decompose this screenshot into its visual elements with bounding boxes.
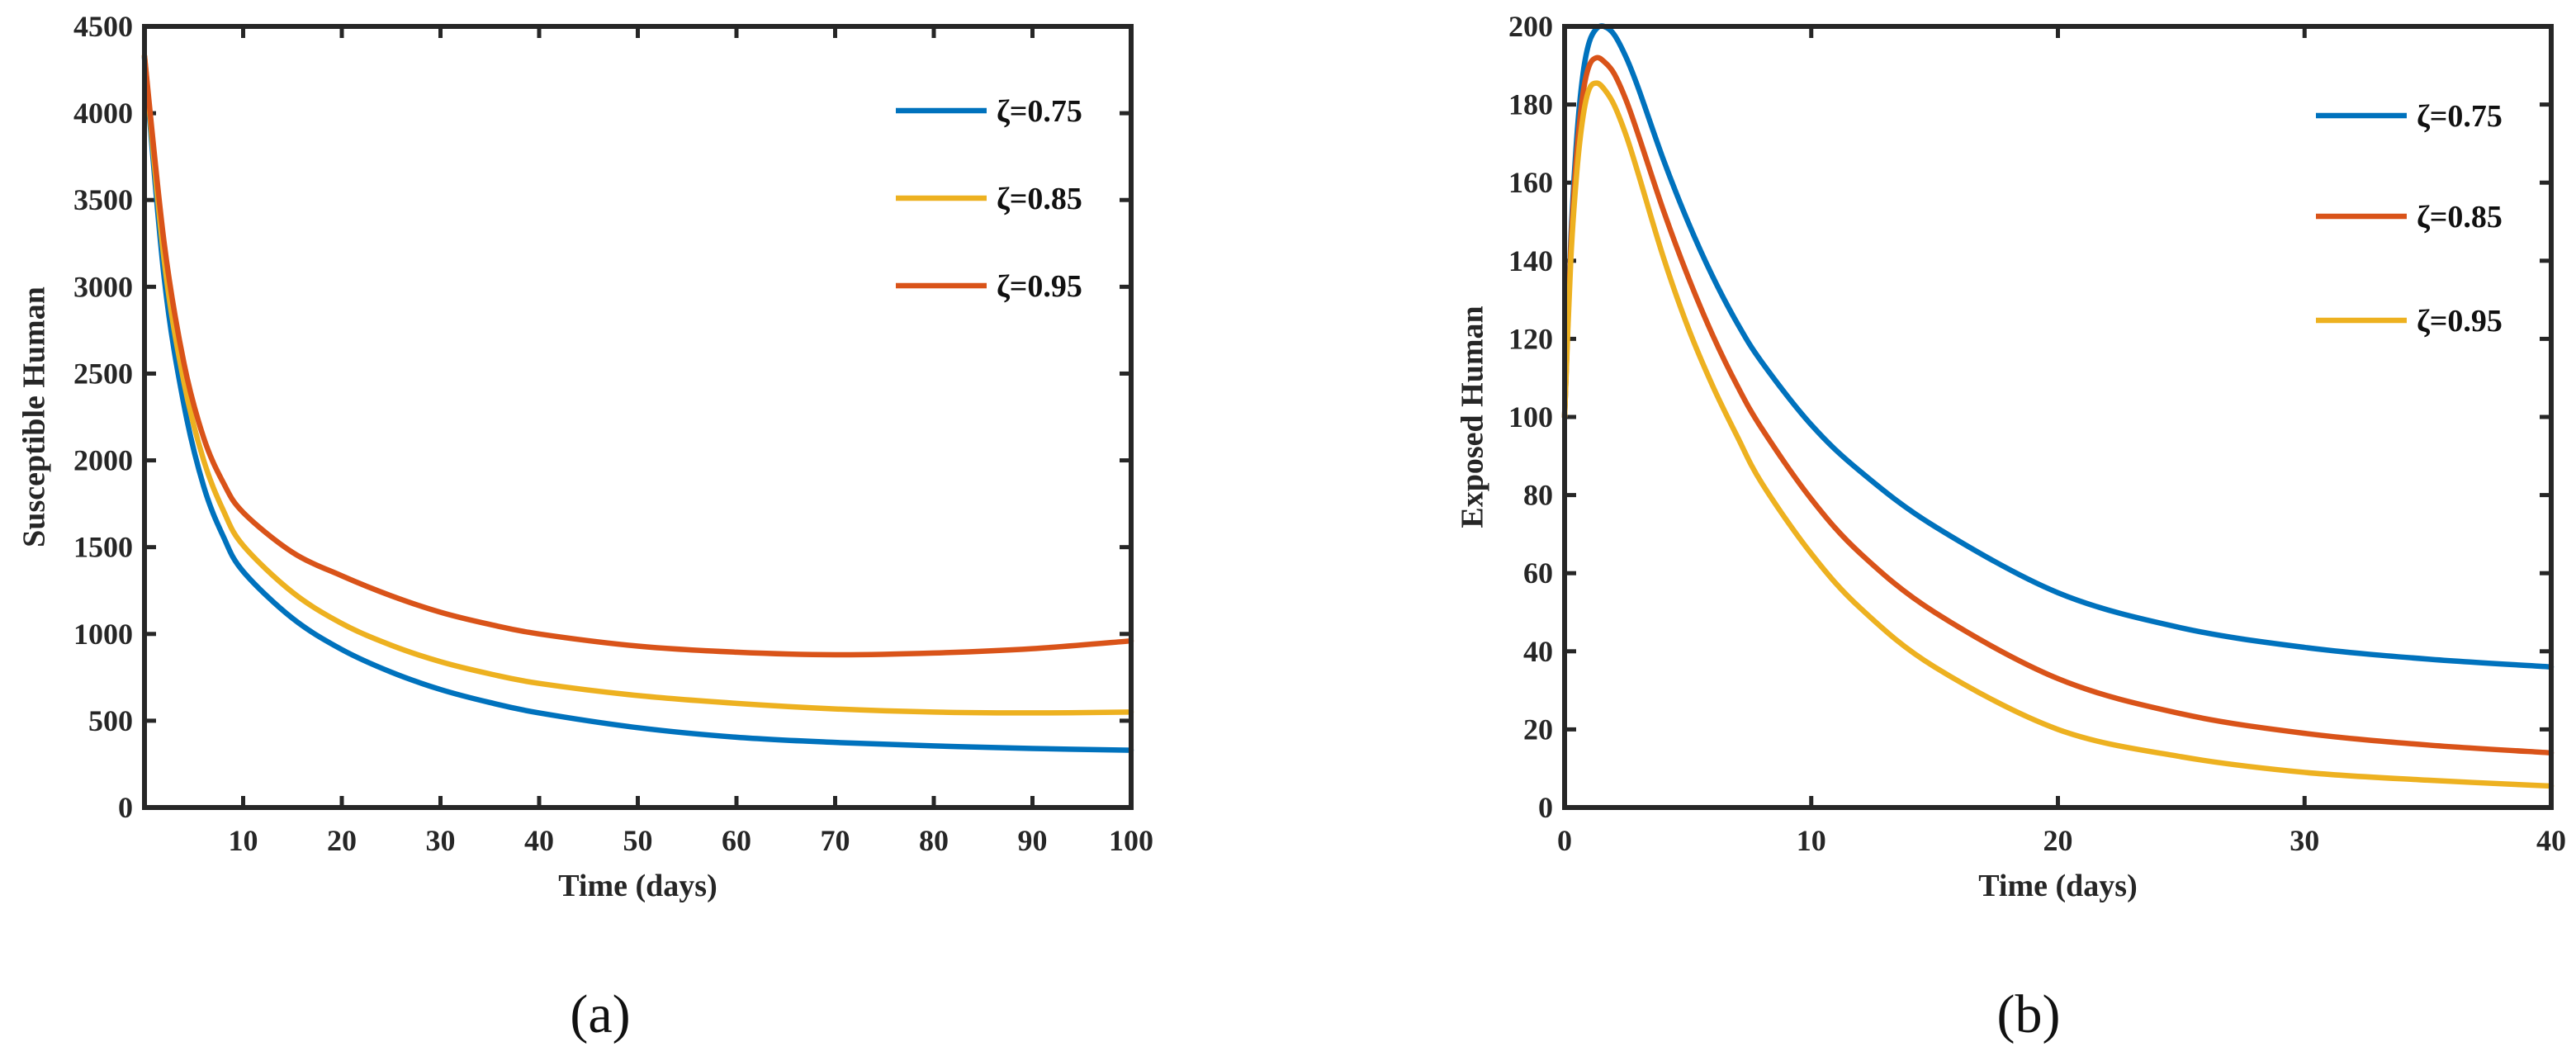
- panel-b-series-lines: [1561, 23, 2555, 789]
- panel-a-y-axis-title: Susceptible Human: [17, 287, 51, 547]
- panel-a-axes-box: [142, 24, 1134, 810]
- y-tick-label: 500: [88, 704, 133, 737]
- panel-b-axes-box: [1562, 24, 2554, 810]
- x-tick-label: 10: [229, 824, 258, 857]
- y-tick-label: 120: [1508, 322, 1553, 355]
- panel-b-y-tick-labels: 0 20 40 60 80 100 120 140 160 180 200: [1508, 10, 1553, 824]
- x-tick-label: 0: [1557, 824, 1572, 857]
- legend-label: ζ=0.85: [2417, 200, 2503, 234]
- legend-label: ζ=0.75: [997, 94, 1082, 129]
- y-tick-label: 0: [1538, 791, 1553, 824]
- y-tick-label: 180: [1508, 88, 1553, 121]
- y-tick-label: 40: [1523, 635, 1553, 668]
- y-tick-label: 1500: [73, 531, 133, 564]
- y-tick-label: 80: [1523, 479, 1553, 512]
- y-tick-label: 140: [1508, 244, 1553, 277]
- x-tick-label: 10: [1797, 824, 1826, 857]
- y-tick-label: 4500: [73, 10, 133, 43]
- y-tick-label: 100: [1508, 400, 1553, 433]
- y-tick-label: 160: [1508, 166, 1553, 199]
- x-tick-label: 70: [821, 824, 850, 857]
- panel-b-chart: 0 20 40 60 80 100 120 140 160 180 200 0 10 20 30 40 ζ=…: [1455, 10, 2566, 1044]
- y-tick-label: 3000: [73, 270, 133, 303]
- legend-label: ζ=0.85: [997, 182, 1082, 216]
- panel-a-x-tick-labels: 10 20 30 40 50 60 70 80 90 100: [229, 824, 1154, 857]
- panel-a-chart: 0 500 1000 1500 2000 2500 3000 3500 4000 4500 10 2…: [17, 10, 1153, 1044]
- y-tick-label: 3500: [73, 183, 133, 216]
- x-tick-label: 50: [623, 824, 653, 857]
- x-tick-label: 90: [1018, 824, 1048, 857]
- x-tick-label: 40: [524, 824, 554, 857]
- y-tick-label: 4000: [73, 97, 133, 130]
- legend-label: ζ=0.75: [2417, 99, 2503, 134]
- panel-a-legend: ζ=0.75 ζ=0.85 ζ=0.95: [896, 94, 1082, 304]
- series-line: [1561, 54, 2555, 756]
- x-tick-label: 60: [722, 824, 751, 857]
- series-line: [1561, 23, 2555, 670]
- series-line: [141, 54, 1134, 753]
- x-tick-label: 20: [327, 824, 357, 857]
- legend-label: ζ=0.95: [997, 269, 1082, 304]
- series-line: [141, 53, 1134, 658]
- y-tick-label: 2500: [73, 357, 133, 390]
- y-tick-label: 1000: [73, 618, 133, 651]
- x-tick-label: 40: [2536, 824, 2566, 857]
- x-tick-label: 100: [1109, 824, 1153, 857]
- panel-a-series-lines: [141, 53, 1134, 753]
- series-line: [141, 53, 1134, 716]
- y-tick-label: 200: [1508, 10, 1553, 43]
- panel-a-y-tick-labels: 0 500 1000 1500 2000 2500 3000 3500 4000 4500: [73, 10, 133, 824]
- legend-label: ζ=0.95: [2417, 304, 2503, 339]
- y-tick-label: 2000: [73, 444, 133, 477]
- series-line: [1561, 80, 2555, 789]
- panel-a-x-axis-title: Time (days): [558, 869, 717, 903]
- panel-a-label: (a): [570, 984, 630, 1044]
- panel-b-legend: ζ=0.75 ζ=0.85 ζ=0.95: [2316, 99, 2503, 339]
- y-tick-label: 20: [1523, 713, 1553, 746]
- x-tick-label: 30: [2290, 824, 2319, 857]
- x-tick-label: 20: [2043, 824, 2073, 857]
- y-tick-label: 0: [118, 791, 133, 824]
- panel-b-y-axis-title: Exposed Human: [1455, 306, 1489, 528]
- x-tick-label: 30: [426, 824, 456, 857]
- panel-b-x-axis-title: Time (days): [1978, 869, 2137, 903]
- x-tick-label: 80: [919, 824, 949, 857]
- panel-b-label: (b): [1997, 984, 2061, 1044]
- y-tick-label: 60: [1523, 557, 1553, 590]
- panel-b-x-tick-labels: 0 10 20 30 40: [1557, 824, 2566, 857]
